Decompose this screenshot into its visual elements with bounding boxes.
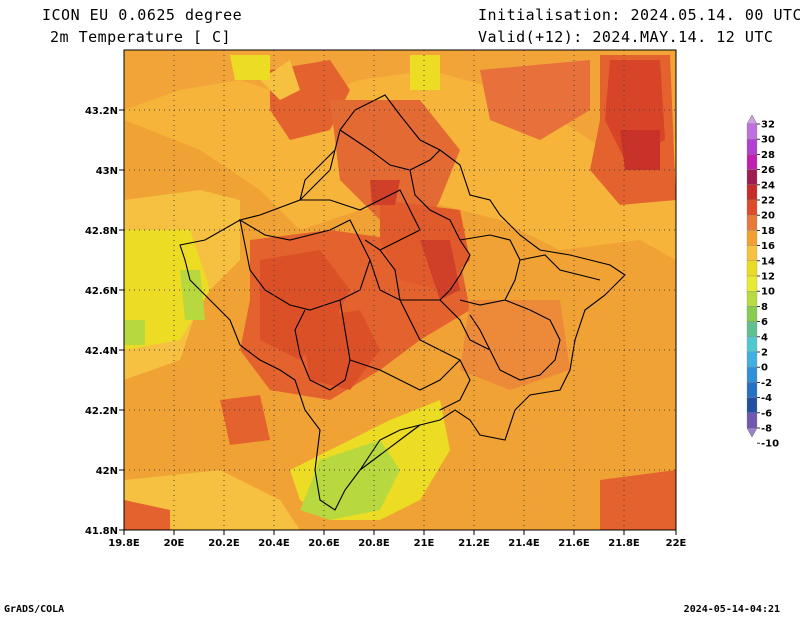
colorbar-swatch <box>746 336 758 353</box>
colorbar-label: -8 <box>761 424 772 435</box>
lat-tick-labels: 41.8N 42N 42.2N 42.4N 42.6N 42.8N 43N 43… <box>85 106 118 537</box>
colorbar-label: -10 <box>761 439 779 450</box>
lat-tick: 42.4N <box>85 346 118 357</box>
colorbar-label: 18 <box>761 226 775 237</box>
lon-tick: 21E <box>414 538 435 549</box>
colorbar-label: 2 <box>761 348 768 359</box>
colorbar-swatch <box>746 397 758 413</box>
init-time: Initialisation: 2024.05.14. 00 UTC <box>478 6 800 24</box>
colorbar-label: 24 <box>761 180 775 191</box>
colorbar-label: -2 <box>761 378 772 389</box>
variable-title: 2m Temperature [ C] <box>50 28 232 46</box>
colorbar-label: 6 <box>761 317 768 328</box>
colorbar-label: 8 <box>761 302 768 313</box>
colorbar-swatch <box>746 260 758 277</box>
footer-credit: GrADS/COLA <box>4 604 65 615</box>
colorbar-swatch <box>746 199 758 216</box>
colorbar-swatch <box>746 230 758 246</box>
colorbar-max-arrow <box>746 114 758 125</box>
colorbar-swatch <box>746 412 758 429</box>
colorbar-swatch <box>746 139 758 155</box>
colorbar-swatch <box>746 306 758 322</box>
colorbar-label: 4 <box>761 332 768 343</box>
colorbar-label: 28 <box>761 150 775 161</box>
colorbar-swatch <box>746 351 758 368</box>
colorbar-swatch <box>746 321 758 337</box>
lat-tick: 42.6N <box>85 286 118 297</box>
grid-lines <box>124 50 676 530</box>
lon-axis <box>123 530 677 535</box>
lat-tick: 41.8N <box>85 526 118 537</box>
colorbar-swatch <box>746 291 758 307</box>
lon-tick: 20.6E <box>308 538 340 549</box>
borders <box>179 94 626 511</box>
lon-tick: 21.6E <box>558 538 590 549</box>
lat-axis <box>119 109 124 531</box>
colorbar-label: 30 <box>761 135 775 146</box>
colorbar-label: -6 <box>761 408 772 419</box>
colorbar-label: 20 <box>761 211 775 222</box>
colorbar-swatch <box>746 275 758 292</box>
colorbar-swatch <box>746 184 758 201</box>
colorbar-label: 16 <box>761 241 775 252</box>
colorbar-min-arrow <box>746 427 758 438</box>
colorbar-swatch <box>746 367 758 383</box>
lon-tick: 19.8E <box>108 538 140 549</box>
colorbar-swatch <box>746 215 758 231</box>
colorbar-label: 32 <box>761 120 775 131</box>
colorbar-label: 12 <box>761 272 775 283</box>
lon-tick: 20E <box>164 538 185 549</box>
lon-tick: 21.8E <box>608 538 640 549</box>
colorbar-label: 10 <box>761 287 775 298</box>
lon-tick: 22E <box>666 538 687 549</box>
lat-tick: 43.2N <box>85 106 118 117</box>
colorbar-label: 22 <box>761 196 775 207</box>
colorbar-swatch <box>746 245 758 261</box>
colorbar-swatch <box>746 154 758 170</box>
colorbar-label: 0 <box>761 363 768 374</box>
lat-tick: 42.8N <box>85 226 118 237</box>
valid-time: Valid(+12): 2024.MAY.14. 12 UTC <box>478 28 774 46</box>
model-title: ICON EU 0.0625 degree <box>42 6 243 24</box>
lon-tick: 20.4E <box>258 538 290 549</box>
lon-tick: 21.2E <box>458 538 490 549</box>
colorbar-label: 26 <box>761 165 775 176</box>
lat-tick: 43N <box>96 166 118 177</box>
lon-tick-labels: 19.8E 20E 20.2E 20.4E 20.6E 20.8E 21E 21… <box>108 538 686 549</box>
colorbar-swatch <box>746 123 758 140</box>
lon-tick: 20.8E <box>358 538 390 549</box>
lon-tick: 20.2E <box>208 538 240 549</box>
lat-tick: 42.2N <box>85 406 118 417</box>
colorbar-swatch <box>746 382 758 398</box>
lon-tick: 21.4E <box>508 538 540 549</box>
lat-tick: 42N <box>96 466 118 477</box>
colorbar-swatch <box>746 169 758 185</box>
colorbar-label: 14 <box>761 256 775 267</box>
footer-timestamp: 2024-05-14-04:21 <box>683 604 780 615</box>
colorbar-label: -4 <box>761 393 772 404</box>
